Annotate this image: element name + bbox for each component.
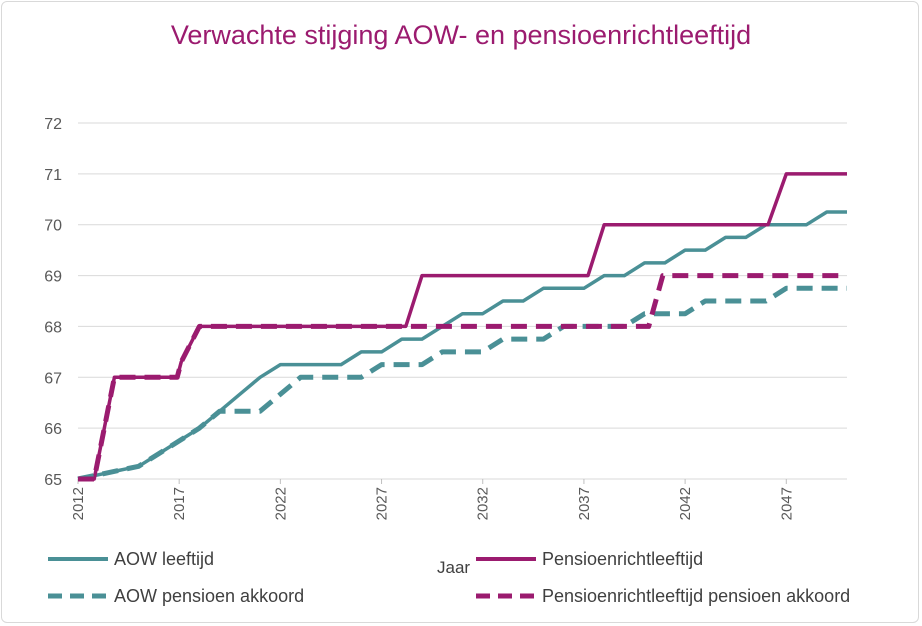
series-lines: [77, 172, 847, 482]
series-line-3: [77, 285, 847, 482]
y-tick-label: 71: [44, 167, 62, 184]
y-tick-label: 66: [44, 421, 62, 438]
y-tick-label: 72: [44, 116, 62, 133]
x-tick-label: 2042: [677, 487, 694, 520]
legend-swatch: [48, 557, 108, 561]
legend-label: AOW pensioen akkoord: [114, 585, 305, 606]
x-tick-label: 2027: [374, 487, 391, 520]
chart-title: Verwachte stijging AOW- en pensioenricht…: [170, 20, 752, 50]
x-tick-label: 2037: [576, 487, 593, 520]
y-tick-label: 68: [44, 319, 62, 336]
y-tick-label: 69: [44, 269, 62, 286]
legend-item-aow-pensioen-akkoord: AOW pensioen akkoord: [48, 584, 304, 608]
legend-item-pensioenrichtleeftijd: Pensioenrichtleeftijd: [476, 547, 703, 571]
y-tick-label: 67: [44, 370, 62, 387]
y-tick-label: 65: [44, 472, 62, 489]
series-line-2: [78, 172, 847, 481]
legend-label: AOW leeftijd: [114, 548, 215, 569]
x-axis-ticks: 2012 2017 2022 2027 2032 2037 2042 2047: [70, 479, 795, 520]
x-tick-label: 2022: [272, 487, 289, 520]
series-line-1: [77, 210, 847, 481]
legend-item-pensioenrichtleeftijd-pensioen-akkoord: Pensioenrichtleeftijd pensioen akkoord: [476, 584, 850, 608]
series-line-4: [78, 273, 847, 482]
legend-swatch: [48, 593, 108, 599]
x-tick-label: 2047: [778, 487, 795, 520]
x-tick-label: 2012: [70, 487, 87, 520]
legend-item-aow-leeftijd: AOW leeftijd: [48, 547, 214, 571]
y-tick-label: 70: [44, 218, 62, 235]
y-axis-ticks: 65 66 67 68 69 70 71 72: [44, 116, 62, 489]
legend-swatch: [476, 593, 536, 599]
x-tick-label: 2017: [171, 487, 188, 520]
legend-label: Pensioenrichtleeftijd: [542, 548, 704, 569]
x-tick-label: 2032: [475, 487, 492, 520]
legend-label: Pensioenrichtleeftijd pensioen akkoord: [542, 585, 851, 606]
legend-swatch: [476, 557, 536, 561]
x-axis-label: Jaar: [437, 558, 471, 577]
